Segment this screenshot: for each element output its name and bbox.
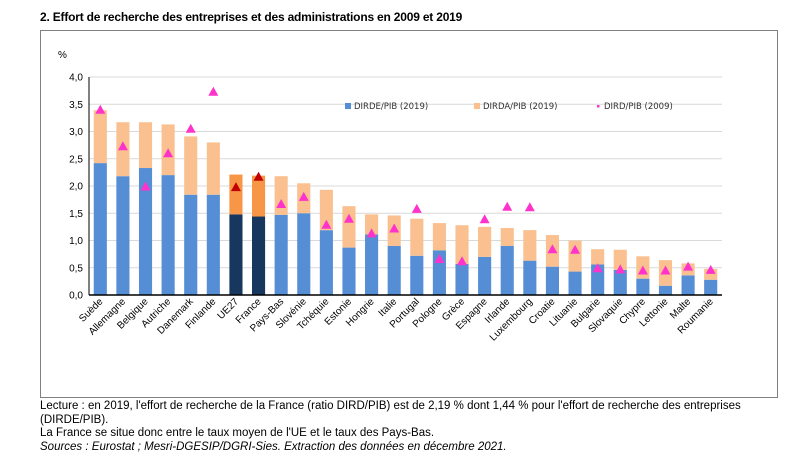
bar-dirde [523,261,536,295]
bar-dirde [455,264,468,295]
y-tick-label: 4,0 [69,73,83,84]
reading-note-2: La France se situe donc entre le taux mo… [40,427,805,441]
bar-dirda [501,228,514,246]
legend-swatch-dird-2009 [597,105,600,108]
bar-dirde [342,248,355,295]
bar-dirde [704,280,717,295]
y-tick-label: 1,5 [69,209,83,220]
marker-2009 [95,105,105,114]
bar-dirda [342,206,355,247]
x-axis-labels: SuèdeAllemagneBelgiqueAutricheDanemarkFi… [77,296,716,344]
bar-dirda [591,249,604,264]
bar-dirde [636,279,649,295]
legend-label-dird-2009: DIRD/PIB (2009) [604,102,673,112]
bar-dirde [252,217,265,295]
bar-dirde [410,256,423,295]
bar-dirda [207,142,220,194]
bar-dirda [410,219,423,256]
bar-dirde [207,195,220,295]
bar-dirde [162,175,175,295]
marker-2009 [208,87,218,96]
bar-dirde [501,246,514,295]
bar-dirde [388,246,401,295]
bar-dirda [229,175,242,215]
y-tick-label: 2,5 [69,154,83,165]
bar-dirde [568,272,581,295]
bar-dirda [139,122,152,168]
bar-dirda [252,176,265,217]
legend-swatch-dirde [345,103,351,109]
legend: DIRDE/PIB (2019) DIRDA/PIB (2019) DIRD/P… [345,102,673,112]
bar-dirda [184,136,197,194]
bar-dirde [116,176,129,295]
bar-dirde [659,286,672,295]
bar-dirde [229,214,242,295]
marker-2009 [412,204,422,213]
y-axis-ticks: 0,0 0,5 1,0 1,5 2,0 2,5 3,0 3,5 4,0 [69,73,83,302]
y-axis-unit: % [58,50,67,61]
y-tick-label: 3,5 [69,100,83,111]
chart-footer: Lecture : en 2019, l'effort de recherche… [40,400,805,454]
y-tick-label: 3,0 [69,127,83,138]
marker-2009 [480,214,490,223]
y-tick-label: 0,5 [69,263,83,274]
marker-2009 [502,202,512,211]
bar-dirde [546,267,559,295]
bar-dirde [478,257,491,295]
y-tick-label: 2,0 [69,182,83,193]
reading-note: Lecture : en 2019, l'effort de recherche… [40,400,805,427]
y-tick-label: 0,0 [69,291,83,302]
bar-dirda [94,110,107,163]
bar-dirda [433,223,446,250]
bar-dirde [184,195,197,295]
bar-dirde [614,270,627,295]
chart-svg: % 0,0 0,5 1,0 1,5 2,0 2,5 3,0 3,5 4,0 SuèdeAllem… [0,0,805,443]
bar-dirde [365,235,378,295]
legend-label-dirda: DIRDA/PIB (2019) [483,102,557,112]
bar-dirda [275,176,288,215]
bar-dirde [275,215,288,295]
bar-dirda [523,230,536,261]
bar-dirde [297,213,310,295]
legend-label-dirde: DIRDE/PIB (2019) [354,102,428,112]
marker-2009 [525,202,535,211]
marker-2009 [186,124,196,133]
y-tick-label: 1,0 [69,236,83,247]
bar-dirda [478,227,491,257]
bar-dirde [94,163,107,295]
legend-swatch-dirda [474,103,480,109]
bar-dirde [682,275,695,295]
bar-dirde [320,230,333,295]
